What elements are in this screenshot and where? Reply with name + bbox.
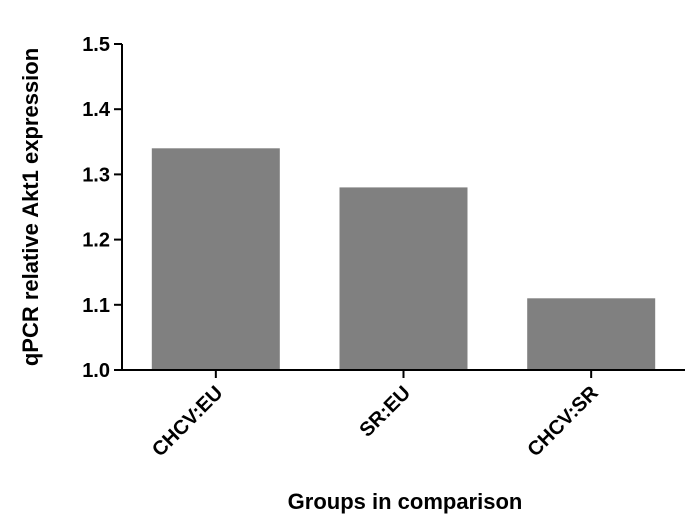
y-tick-label: 1.3	[82, 164, 110, 186]
x-axis-title: Groups in comparison	[288, 489, 523, 514]
y-axis-title: qPCR relative Akt1 expression	[18, 48, 43, 366]
bars-group	[151, 148, 656, 370]
y-tick-label: 1.0	[82, 360, 110, 382]
axes-group	[114, 43, 685, 378]
bar-chcv-eu	[151, 148, 280, 370]
y-tick-label: 1.4	[82, 99, 111, 121]
x-tick-label: CHCV:SR	[523, 382, 603, 462]
y-tick-label: 1.2	[82, 230, 110, 252]
x-tick-label: CHCV:EU	[148, 382, 227, 461]
x-tick-label: SR:EU	[355, 382, 415, 442]
y-tick-label: 1.5	[82, 34, 110, 56]
bar-chcv-sr	[527, 298, 656, 370]
y-tick-label: 1.1	[82, 295, 110, 317]
bar-sr-eu	[339, 187, 468, 370]
